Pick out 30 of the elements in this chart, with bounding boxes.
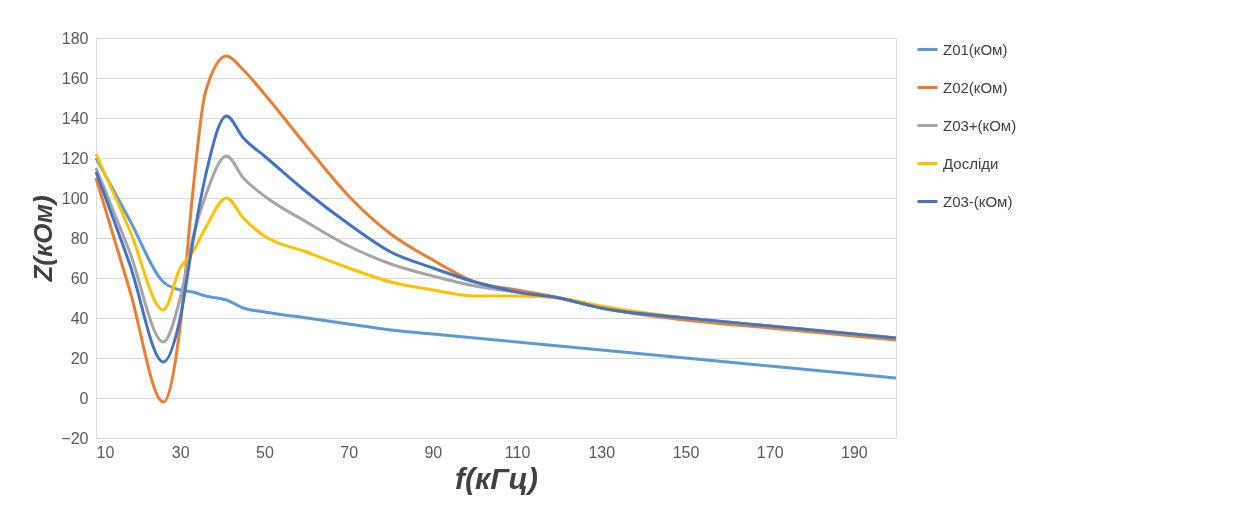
x-tick-label: 150 bbox=[672, 443, 700, 461]
y-tick-label: 120 bbox=[61, 149, 89, 167]
legend-label: Досліди bbox=[943, 154, 999, 172]
line-series bbox=[94, 156, 898, 380]
x-axis-title: f(кГц) bbox=[455, 461, 538, 495]
y-tick-label: 100 bbox=[61, 189, 89, 207]
y-tick-label: 40 bbox=[70, 309, 89, 327]
line-series bbox=[94, 114, 898, 364]
x-tick-label: 90 bbox=[424, 443, 443, 461]
y-tick-label: −20 bbox=[61, 429, 89, 447]
y-tick-label: 140 bbox=[61, 109, 89, 127]
legend-label: Z01(кОм) bbox=[943, 40, 1008, 58]
y-tick-label: 160 bbox=[61, 69, 89, 87]
x-tick-label: 70 bbox=[340, 443, 359, 461]
y-tick-label: 180 bbox=[61, 29, 89, 47]
y-tick-label: 20 bbox=[70, 349, 89, 367]
x-tick-label: 170 bbox=[756, 443, 784, 461]
x-tick-label: 50 bbox=[256, 443, 274, 461]
x-tick-label: 190 bbox=[841, 443, 868, 461]
y-axis-title: Z(кОм) bbox=[28, 195, 59, 283]
x-tick-label: 110 bbox=[504, 443, 531, 461]
y-tick-label: 60 bbox=[70, 269, 89, 287]
legend-label: Z02(кОм) bbox=[943, 78, 1008, 96]
x-tick-label: 10 bbox=[96, 443, 115, 461]
legend-label: Z03-(кОм) bbox=[943, 192, 1013, 210]
y-tick-label: 0 bbox=[79, 389, 89, 407]
y-tick-label: 80 bbox=[70, 229, 89, 247]
x-tick-label: 130 bbox=[588, 443, 616, 461]
x-tick-label: 30 bbox=[171, 443, 190, 461]
legend-label: Z03+(кОм) bbox=[943, 116, 1017, 134]
